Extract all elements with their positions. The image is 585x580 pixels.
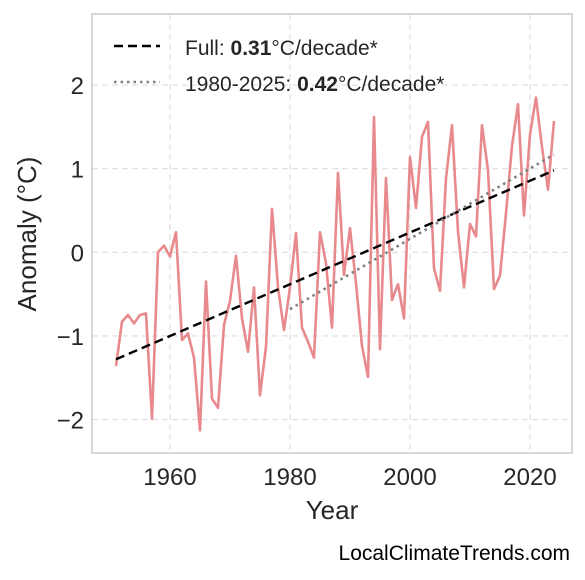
x-tick-label: 2020 (503, 464, 556, 491)
recent-trend-line (289, 153, 555, 311)
y-tick-label: 1 (71, 157, 84, 184)
x-tick-label: 2000 (383, 464, 436, 491)
y-tick-label: −2 (57, 408, 84, 435)
full-trend-line (115, 169, 555, 361)
series-layer (114, 96, 556, 432)
legend: Full: 0.31°C/decade* 1980-2025: 0.42°C/d… (114, 37, 444, 96)
anomaly-line (114, 96, 556, 432)
plot-frame (91, 13, 573, 454)
x-tick-label: 1960 (143, 464, 196, 491)
tick-labels: 1960 1980 2000 2020 −2 −1 0 1 2 (57, 73, 557, 491)
x-axis-title: Year (306, 495, 359, 525)
legend-label-recent-trend: 1980-2025: 0.42°C/decade* (185, 73, 444, 96)
y-tick-label: 2 (71, 73, 84, 100)
legend-label-full-trend: Full: 0.31°C/decade* (185, 37, 378, 60)
y-axis-title: Anomaly (°C) (12, 157, 42, 312)
x-tick-label: 1980 (263, 464, 316, 491)
y-tick-label: −1 (57, 324, 84, 351)
y-tick-label: 0 (71, 240, 84, 267)
credit-text: LocalClimateTrends.com (339, 542, 570, 565)
